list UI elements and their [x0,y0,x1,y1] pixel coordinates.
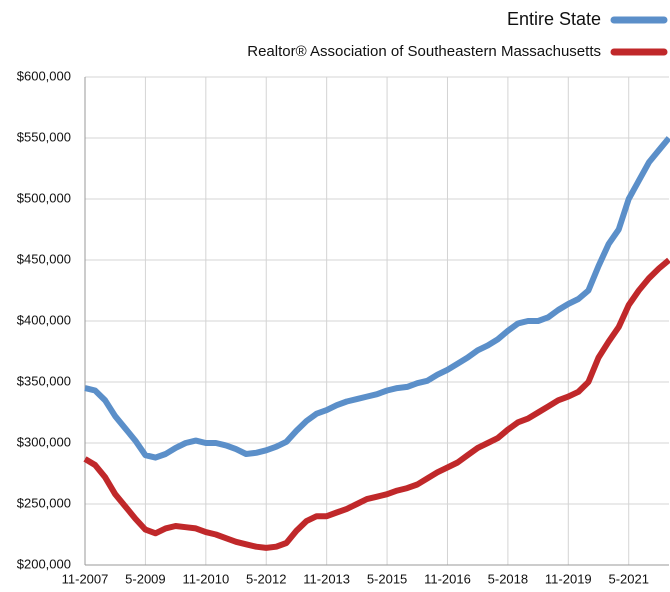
x-tick-label: 5-2018 [488,571,528,586]
y-tick-label: $350,000 [17,373,71,388]
x-tick-label: 5-2009 [125,571,165,586]
y-tick-label: $400,000 [17,312,71,327]
data-line [84,136,670,461]
x-tick-label: 11-2013 [303,571,350,586]
y-tick-label: $600,000 [17,68,71,83]
x-tick-label: 5-2021 [608,571,648,586]
y-tick-label: $450,000 [17,251,71,266]
x-tick-label: 5-2012 [246,571,286,586]
y-tick-label: $200,000 [17,556,71,571]
legend-label: Realtor® Association of Southeastern Mas… [247,43,601,60]
x-tick-label: 11-2019 [545,571,592,586]
y-tick-label: $550,000 [17,129,71,144]
x-tick-label: 5-2015 [367,571,407,586]
x-tick-label: 11-2016 [424,571,471,586]
y-tick-label: $300,000 [17,434,71,449]
x-tick-label: 11-2007 [62,571,109,586]
y-tick-label: $250,000 [17,495,71,510]
legend-label: Entire State [507,9,601,29]
x-tick-label: 11-2010 [182,571,229,586]
y-tick-label: $500,000 [17,190,71,205]
data-line [83,257,670,551]
